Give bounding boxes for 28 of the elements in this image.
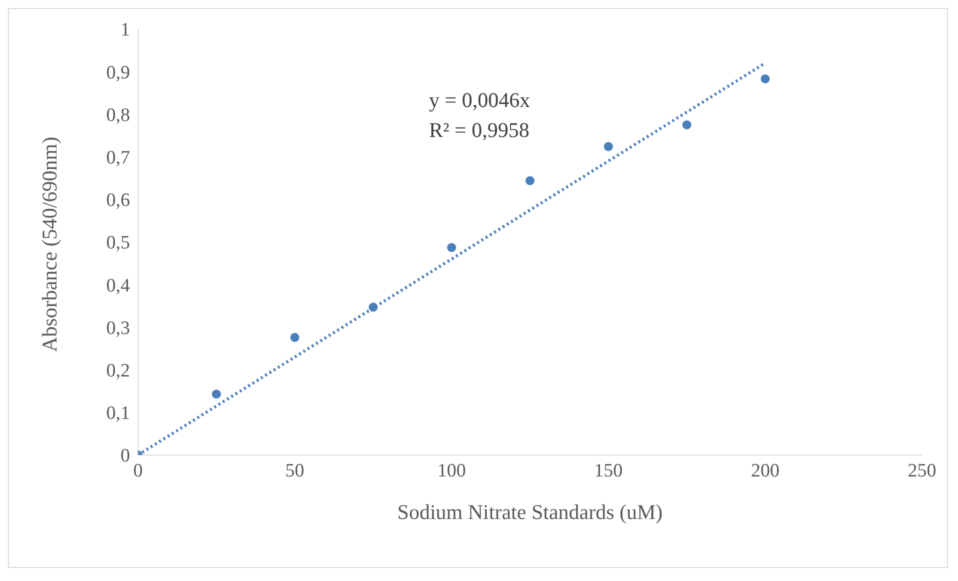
point (447, 243, 456, 252)
point (604, 142, 613, 152)
y-tick-label: 0 (120, 446, 130, 467)
y-tick-label: 0,9 (106, 62, 130, 84)
annotation: R² = 0,9958 (429, 117, 530, 144)
point (212, 390, 221, 399)
point (368, 302, 378, 312)
y-tick-label: 1 (120, 20, 130, 41)
point (525, 176, 535, 186)
x-tick-label: 250 (908, 460, 936, 482)
y-tick-label: 0,8 (106, 104, 130, 126)
point (682, 120, 692, 130)
y-tick-label: 0,7 (106, 148, 130, 169)
y-tick-label: 0,6 (106, 190, 130, 212)
x-tick-label: 150 (594, 460, 623, 482)
x-axis-title: Sodium Nitrate Standards (uM) (397, 500, 663, 524)
y-tick-label: 0,4 (106, 275, 130, 296)
y-tick-label: 0,3 (106, 318, 130, 339)
y-tick-label: 0,2 (106, 360, 130, 382)
y-tick-label: 0,5 (106, 232, 130, 254)
point (760, 74, 770, 84)
x-tick-label: 50 (285, 460, 304, 482)
point (290, 332, 300, 342)
x-tick-label: 200 (750, 460, 780, 482)
y-tick-label: 0,1 (106, 403, 130, 424)
x-tick-label: 100 (437, 460, 466, 482)
y-axis-title: Absorbance (540/690nm) (37, 136, 62, 352)
annotation: y = 0,0046x (429, 87, 530, 114)
